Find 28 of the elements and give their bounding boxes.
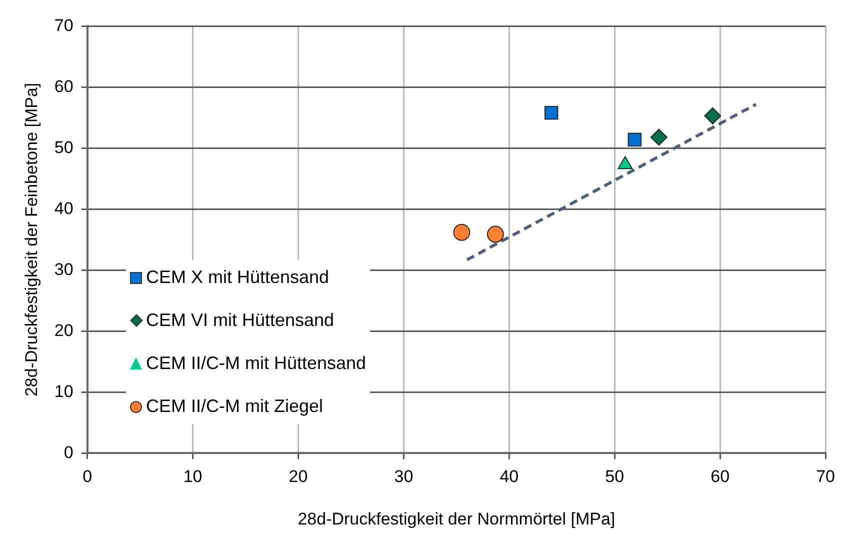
y-tick-label: 40 <box>54 198 74 218</box>
point <box>704 107 722 124</box>
y-tick-label: 0 <box>64 442 74 462</box>
point <box>628 132 642 147</box>
point <box>486 226 504 243</box>
y-tick-label: 10 <box>54 382 74 401</box>
x-tick-label: 0 <box>82 467 92 486</box>
x-axis-title: 28d-Druckfestigkeit der Normmörtel [MPa] <box>298 509 616 528</box>
y-tick-label: 50 <box>54 138 74 157</box>
legend-label: CEM II/C-M mit Ziegel <box>146 395 324 418</box>
point <box>453 224 470 241</box>
x-tick-label: 60 <box>710 467 730 486</box>
y-tick-label: 20 <box>54 320 74 340</box>
point <box>544 106 558 120</box>
x-tick-label: 50 <box>605 467 624 486</box>
point <box>650 128 668 146</box>
y-axis-title: 28d-Druckfestigkeit der Feinbetone [MPa] <box>22 82 41 397</box>
y-tick-label: 70 <box>54 16 74 35</box>
y-tick-label: 60 <box>54 76 74 96</box>
y-tick-label: 30 <box>54 260 74 279</box>
legend-label: CEM VI mit Hüttensand <box>146 309 334 332</box>
x-tick-label: 20 <box>288 467 308 486</box>
legend-label: CEM II/C-M mit Hüttensand <box>146 352 366 375</box>
x-tick-label: 10 <box>183 467 202 486</box>
x-tick-label: 70 <box>816 467 836 486</box>
x-tick-label: 40 <box>500 467 519 486</box>
x-tick-label: 30 <box>394 467 414 486</box>
legend-label: CEM X mit Hüttensand <box>146 266 330 289</box>
